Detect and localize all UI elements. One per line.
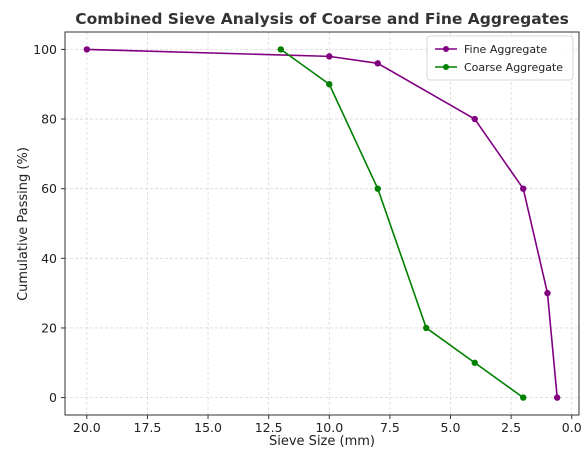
chart-title: Combined Sieve Analysis of Coarse and Fi… xyxy=(75,10,569,28)
y-tick-label: 60 xyxy=(41,181,57,196)
y-tick-label: 20 xyxy=(41,320,57,335)
data-point-fine-aggregate xyxy=(374,60,381,67)
y-tick-label: 0 xyxy=(49,390,57,405)
data-point-coarse-aggregate xyxy=(471,359,478,366)
x-axis-label: Sieve Size (mm) xyxy=(269,434,375,449)
legend-marker-fine-aggregate xyxy=(443,46,449,52)
legend: Fine Aggregate Coarse Aggregate xyxy=(426,35,574,81)
series-line-fine-aggregate xyxy=(86,48,558,398)
x-tick-label: 2.5 xyxy=(501,420,521,435)
x-tick-label: 15.0 xyxy=(194,420,222,435)
x-tick-label: 7.5 xyxy=(380,420,400,435)
series-fine-aggregate xyxy=(83,46,561,401)
data-point-fine-aggregate xyxy=(83,46,91,53)
y-tick-label: 40 xyxy=(41,251,57,266)
plot-frame xyxy=(64,31,580,416)
series-coarse-aggregate xyxy=(277,46,527,401)
x-tick-label: 10.0 xyxy=(315,420,343,435)
legend-label-fine-aggregate: Fine Aggregate xyxy=(464,43,547,56)
x-tick-label: 5.0 xyxy=(441,420,461,435)
data-point-coarse-aggregate xyxy=(326,81,333,88)
grid-lines xyxy=(65,32,579,415)
y-axis-label: Cumulative Passing (%) xyxy=(16,147,31,301)
x-tick-label: 12.5 xyxy=(255,420,283,435)
legend-box xyxy=(426,35,574,81)
data-point-coarse-aggregate xyxy=(277,46,284,53)
x-tick-label: 0.0 xyxy=(562,420,582,435)
legend-label-coarse-aggregate: Coarse Aggregate xyxy=(464,61,563,74)
series-line-coarse-aggregate xyxy=(280,48,524,399)
data-point-fine-aggregate xyxy=(544,289,551,297)
data-point-fine-aggregate xyxy=(471,115,478,123)
data-point-coarse-aggregate xyxy=(374,185,381,192)
data-series xyxy=(83,46,561,401)
data-point-fine-aggregate xyxy=(553,394,561,401)
x-tick-label: 17.5 xyxy=(134,420,162,435)
axes: 20.0 17.5 15.0 12.5 10.0 7.5 5.0 2.5 0.0 0 20 40 60 8… xyxy=(33,31,582,435)
y-tick-label: 80 xyxy=(41,112,57,127)
data-point-fine-aggregate xyxy=(326,53,333,60)
legend-marker-coarse-aggregate xyxy=(443,64,449,70)
x-tick-label: 20.0 xyxy=(73,420,101,435)
y-tick-label: 100 xyxy=(33,42,57,57)
data-point-coarse-aggregate xyxy=(520,394,527,401)
data-point-fine-aggregate xyxy=(520,185,527,192)
data-point-coarse-aggregate xyxy=(423,324,430,332)
